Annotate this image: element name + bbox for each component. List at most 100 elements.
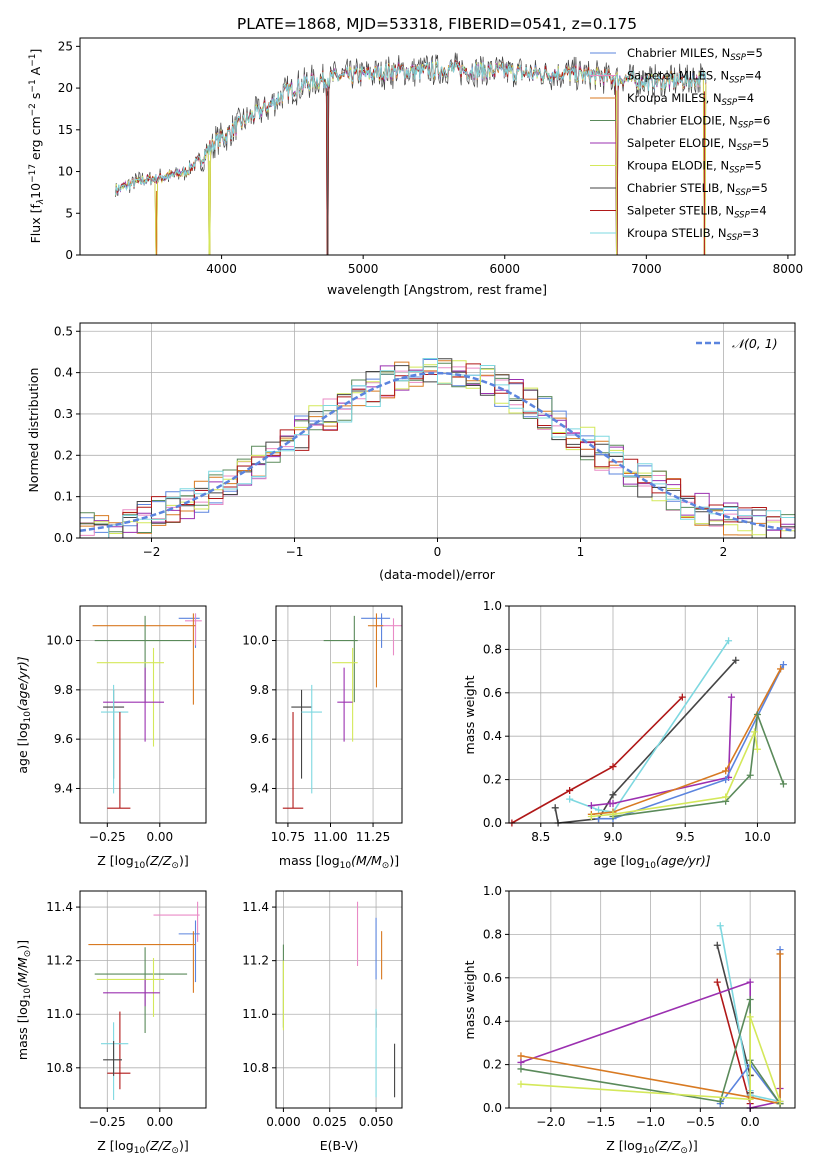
age-vs-z-ylabel: age [log10(age/yr)] [15,656,33,773]
y-tick-label: 1.0 [483,599,502,613]
legend-entry-sub: SSP [730,53,746,63]
legend-entry-text: Chabrier ELODIE, N [627,114,738,128]
weight-point [678,693,686,701]
errorbar-salpeter-stelib [282,712,304,809]
y-tick-label: 10.8 [242,1061,269,1075]
x-tick-label: 8000 [773,262,804,276]
legend-entry-tail: =5 [751,181,768,195]
legend-entry-sub: SSP [738,121,754,131]
weight-vs-z-ylabel: mass weight [462,960,477,1039]
figure-title: PLATE=1868, MJD=53318, FIBERID=0541, z=0… [237,15,637,33]
legend-entry-tail: =4 [750,204,767,218]
errorbar-salpeter-stelib [107,712,131,809]
errorbar-salpeter-elodie [337,667,353,742]
x-tick-label: −0.25 [89,830,126,844]
weight-point [746,996,754,1003]
y-tick-label: 0.4 [483,1014,502,1028]
spectrum-line-kroupa-stelib [115,60,707,196]
legend-entry-text: Salpeter MILES, N [627,69,729,83]
weight-point [777,665,785,673]
y-tick-label: 11.0 [242,1007,269,1021]
y-tick-label: 0.4 [54,366,73,380]
weight-point [517,1065,525,1073]
legend-entry-sub: SSP [729,76,745,86]
x-tick-label: 0.00 [146,1115,173,1129]
residuals-legend-label: 𝒩(0, 1) [732,336,778,351]
y-tick-label: 0.2 [54,448,73,462]
weight-vs-age-ylabel: mass weight [462,675,477,754]
y-tick-label: 10 [58,165,73,179]
legend-entry-text: Kroupa STELIB, N [627,226,727,240]
legend-entry-tail: =5 [746,46,763,60]
errorbar-kroupa-stelib [101,684,129,794]
y-tick-label: 11.4 [242,900,269,914]
legend-entry-text: Salpeter STELIB, N [627,204,734,218]
legend-entry-tail: =6 [753,114,770,128]
legend-entry-sub: SSP [722,98,738,108]
x-tick-label: 8.5 [531,830,550,844]
weight-point [751,728,759,736]
mass-vs-metallicity-panel: −0.25 0.00 10.8 11.0 11.2 11.4 Z [log10(Z/Z⊙)… [15,890,207,1156]
errorbar-kroupa-miles [367,613,384,688]
residuals-panel: −2 −1 0 1 2 0.0 0.1 0.2 0.3 0.4 0.5 𝒩(0, 1) (data-… [26,322,796,582]
y-tick-label: 11.2 [46,954,73,968]
y-tick-label: 9.4 [54,781,73,795]
x-tick-label: 0.000 [266,1115,300,1129]
x-tick-label: 0 [434,545,442,559]
x-tick-label: −1 [286,545,304,559]
x-tick-label: 5000 [348,262,379,276]
mass-vs-z-xlabel: Z [log10(Z/Z⊙)] [97,1138,188,1156]
legend-entry-text: Kroupa ELODIE, N [627,159,729,173]
weight-line-kroupa-miles [520,953,781,1105]
x-tick-label: −1.5 [586,1115,615,1129]
y-tick-label: 11.0 [46,1007,73,1021]
weight-point [725,637,733,645]
weight-point [746,771,754,779]
x-tick-label: −2.0 [536,1115,565,1129]
x-tick-label: −1.0 [636,1115,665,1129]
weight-point [517,1058,525,1066]
residuals-xlabel: (data-model)/error [379,567,496,582]
y-tick-label: 11.4 [46,900,73,914]
errorbar-salpeter-miles [153,901,200,942]
weight-point [746,1095,754,1103]
legend-entry: Kroupa ELODIE, NSSP=5 [627,159,762,176]
y-tick-label: 0.2 [483,1058,502,1072]
residuals-legend: 𝒩(0, 1) [696,336,778,351]
x-tick-label: 0.050 [359,1115,393,1129]
legend-entry-tail: =5 [752,136,769,150]
x-tick-label: 0.025 [313,1115,347,1129]
x-tick-label: 0.0 [741,1115,760,1129]
errorbar-kroupa-miles [88,931,196,993]
weight-point [746,1013,754,1021]
x-tick-label: 7000 [631,262,662,276]
errorbar-salpeter-stelib [107,1011,131,1090]
errorbar-chabrier-stelib [291,689,312,779]
weight-point [727,693,735,701]
errorbar-chabrier-stelib [103,1041,122,1076]
legend-entry: Kroupa MILES, NSSP=4 [627,91,754,108]
errorbar-kroupa-elodie [96,647,164,747]
legend-entry-text: Chabrier MILES, N [627,46,730,60]
legend-entry-tail: =4 [745,69,762,83]
y-tick-label: 0.8 [483,927,502,941]
weight-vs-z-xlabel: Z [log10(Z/Z⊙)] [606,1138,697,1156]
y-tick-label: 0.3 [54,407,73,421]
legend-entry: Chabrier MILES, NSSP=5 [627,46,763,63]
spectrum-ticks: 4000 5000 6000 7000 8000 0 5 10 15 20 25 [58,39,803,276]
weight-point [551,804,559,812]
x-tick-label: 1 [577,545,585,559]
mass-vs-ebv-panel: 0.000 0.025 0.050 10.8 11.0 11.2 11.4 E(B-V) [242,890,403,1153]
weight-point [713,978,721,986]
legend-entry-sub: SSP [727,233,743,243]
errorbar-kroupa-elodie [332,647,358,742]
weight-point [517,1080,525,1088]
legend-entry-tail: =4 [737,91,754,105]
legend-entry: Salpeter MILES, NSSP=4 [627,69,762,86]
weight-point [732,656,740,664]
legend-entry-sub: SSP [734,211,750,221]
y-tick-label: 10.0 [46,634,73,648]
weight-point [716,1097,724,1105]
errorbar-chabrier-elodie [323,615,358,703]
legend-entry-sub: SSP [737,143,753,153]
